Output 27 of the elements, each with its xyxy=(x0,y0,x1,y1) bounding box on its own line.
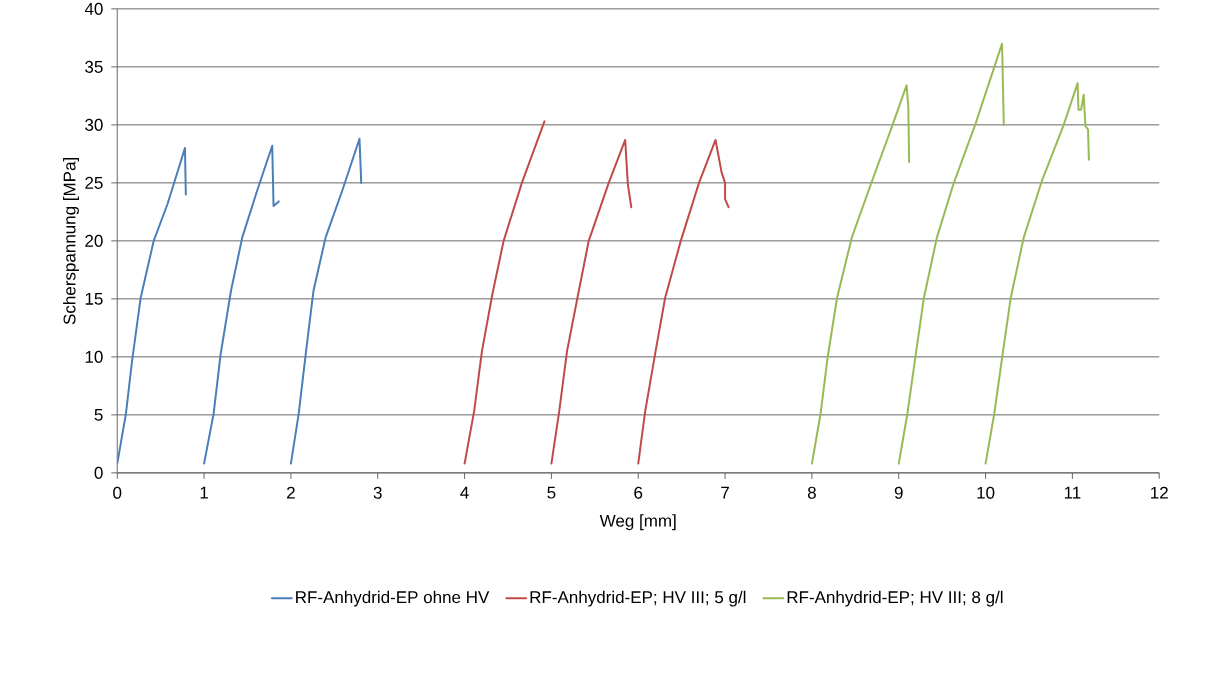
x-tick-label: 2 xyxy=(287,486,295,499)
y-tick-label: 35 xyxy=(85,60,103,73)
x-tick-label: 6 xyxy=(634,486,643,499)
x-tick-label: 9 xyxy=(894,486,903,499)
y-tick-label: 40 xyxy=(84,2,103,15)
x-tick-label: 8 xyxy=(807,486,816,499)
x-tick-label: 1 xyxy=(200,486,208,499)
y-tick-label: 25 xyxy=(85,176,103,189)
y-tick-label: 15 xyxy=(85,292,103,305)
x-tick-label: 10 xyxy=(977,486,995,499)
x-tick-label: 5 xyxy=(547,486,556,499)
legend-label: RF-Anhydrid-EP; HV III; 8 g/l xyxy=(787,590,1003,607)
y-tick-label: 10 xyxy=(85,350,103,363)
legend-label: RF-Anhydrid-EP ohne HV xyxy=(296,590,490,607)
y-tick-label: 30 xyxy=(85,118,103,131)
x-tick-label: 11 xyxy=(1064,486,1081,499)
x-axis-title: Weg [mm] xyxy=(599,514,676,531)
y-axis-title: Scherspannung [MPa] xyxy=(63,158,79,325)
legend-label: RF-Anhydrid-EP; HV III; 5 g/l xyxy=(530,590,746,607)
x-tick-label: 0 xyxy=(113,486,122,499)
x-tick-label: 12 xyxy=(1151,486,1168,499)
x-tick-label: 3 xyxy=(373,486,382,499)
y-tick-label: 20 xyxy=(85,234,103,247)
x-tick-label: 4 xyxy=(460,486,469,499)
y-tick-label: 0 xyxy=(94,466,103,479)
y-tick-label: 5 xyxy=(94,408,103,421)
x-tick-label: 7 xyxy=(721,486,729,499)
